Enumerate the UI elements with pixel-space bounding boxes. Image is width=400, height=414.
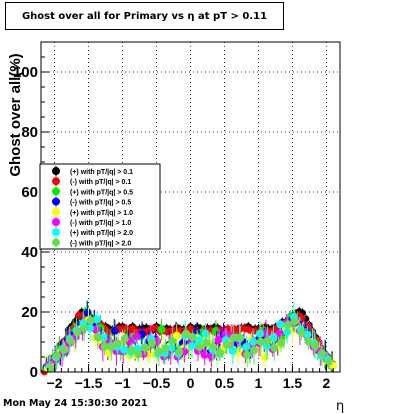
data-point bbox=[297, 328, 306, 337]
data-point bbox=[222, 340, 231, 349]
data-point bbox=[83, 308, 92, 317]
data-point bbox=[255, 329, 264, 338]
data-point bbox=[290, 317, 299, 326]
legend-label: (-) with pT/|q| > 1.0 bbox=[70, 220, 131, 227]
y-tick-label: 20 bbox=[21, 304, 38, 321]
data-point bbox=[52, 351, 61, 360]
x-tick-label: −0.5 bbox=[143, 375, 171, 391]
data-point bbox=[200, 350, 209, 359]
y-tick-label: 100 bbox=[13, 64, 38, 81]
legend-box bbox=[39, 163, 161, 250]
data-point bbox=[154, 347, 163, 356]
data-point bbox=[120, 345, 129, 354]
data-point bbox=[86, 324, 95, 333]
data-point bbox=[110, 326, 119, 335]
x-tick-label: −1 bbox=[115, 375, 131, 391]
data-point bbox=[188, 333, 197, 342]
data-point bbox=[324, 357, 333, 366]
legend-label: (+) with pT/|q| > 0.1 bbox=[70, 169, 133, 176]
x-axis-label: η bbox=[336, 399, 344, 414]
data-point bbox=[236, 333, 245, 342]
data-point bbox=[214, 336, 223, 345]
chart-title: Ghost over all for Primary vs η at pT > … bbox=[5, 2, 284, 30]
data-point bbox=[202, 339, 211, 348]
data-point bbox=[256, 337, 265, 346]
data-point bbox=[168, 337, 177, 346]
data-point bbox=[269, 333, 278, 342]
data-point bbox=[187, 341, 196, 350]
data-point bbox=[92, 315, 101, 324]
data-point bbox=[249, 337, 258, 346]
data-point bbox=[195, 342, 204, 351]
x-tick-label: −1.5 bbox=[75, 375, 103, 391]
data-point bbox=[66, 336, 75, 345]
legend-label: (+) with pT/|q| > 1.0 bbox=[70, 210, 133, 217]
data-point bbox=[59, 345, 68, 354]
x-tick-label: −2 bbox=[47, 375, 63, 391]
x-tick-label: 1.5 bbox=[283, 375, 303, 391]
data-point bbox=[207, 352, 216, 361]
data-point bbox=[182, 329, 191, 338]
data-point bbox=[127, 345, 136, 354]
data-point bbox=[93, 333, 102, 342]
data-point bbox=[161, 344, 170, 353]
data-point bbox=[209, 342, 218, 351]
legend-label: (-) with pT/|q| > 2.0 bbox=[70, 240, 131, 247]
data-point bbox=[228, 346, 237, 355]
data-point bbox=[229, 333, 238, 342]
y-tick-label: 80 bbox=[21, 124, 38, 141]
data-points bbox=[41, 300, 338, 376]
data-point bbox=[167, 343, 176, 352]
x-tick-label: 0.5 bbox=[215, 375, 235, 391]
data-point bbox=[311, 342, 320, 351]
data-point bbox=[148, 338, 157, 347]
legend: (+) with pT/|q| > 0.1 (-) with pT/|q| > 0… bbox=[39, 163, 161, 250]
data-point bbox=[80, 324, 89, 333]
data-point bbox=[194, 336, 203, 345]
legend-label: (-) with pT/|q| > 0.1 bbox=[70, 179, 131, 186]
data-point bbox=[157, 325, 166, 334]
x-tick-label: 0 bbox=[187, 375, 195, 391]
data-point bbox=[201, 329, 210, 338]
data-point bbox=[304, 337, 313, 346]
data-point bbox=[172, 331, 181, 340]
data-point bbox=[100, 342, 109, 351]
data-point bbox=[263, 336, 272, 345]
data-point bbox=[283, 320, 292, 329]
data-point bbox=[107, 342, 116, 351]
y-tick-label: 40 bbox=[21, 244, 38, 261]
data-point bbox=[86, 316, 95, 325]
data-point bbox=[175, 347, 184, 356]
timestamp: Mon May 24 15:30:30 2021 bbox=[3, 398, 148, 409]
data-point bbox=[270, 343, 279, 352]
data-point bbox=[134, 350, 143, 359]
legend-label: (+) with pT/|q| > 2.0 bbox=[70, 230, 133, 237]
data-point bbox=[141, 343, 150, 352]
data-point bbox=[99, 333, 108, 342]
x-tick-label: 1 bbox=[255, 375, 263, 391]
y-axis-label: Ghost over all(%) bbox=[7, 53, 24, 176]
y-tick-label: 0 bbox=[30, 364, 38, 381]
data-point bbox=[276, 320, 285, 329]
data-point bbox=[73, 328, 82, 337]
legend-label: (-) with pT/|q| > 0.5 bbox=[70, 200, 131, 207]
data-point bbox=[249, 346, 258, 355]
x-tick-label: 2 bbox=[323, 375, 331, 391]
data-point bbox=[317, 349, 326, 358]
data-point bbox=[242, 342, 251, 351]
data-point bbox=[120, 334, 129, 343]
y-tick-label: 60 bbox=[21, 184, 38, 201]
data-point bbox=[145, 350, 154, 359]
data-point bbox=[215, 348, 224, 357]
data-point bbox=[277, 338, 286, 347]
data-point bbox=[243, 350, 252, 359]
data-point bbox=[114, 339, 123, 348]
data-point bbox=[132, 332, 141, 341]
legend-label: (+) with pT/|q| > 0.5 bbox=[70, 189, 133, 196]
data-point bbox=[283, 327, 292, 336]
